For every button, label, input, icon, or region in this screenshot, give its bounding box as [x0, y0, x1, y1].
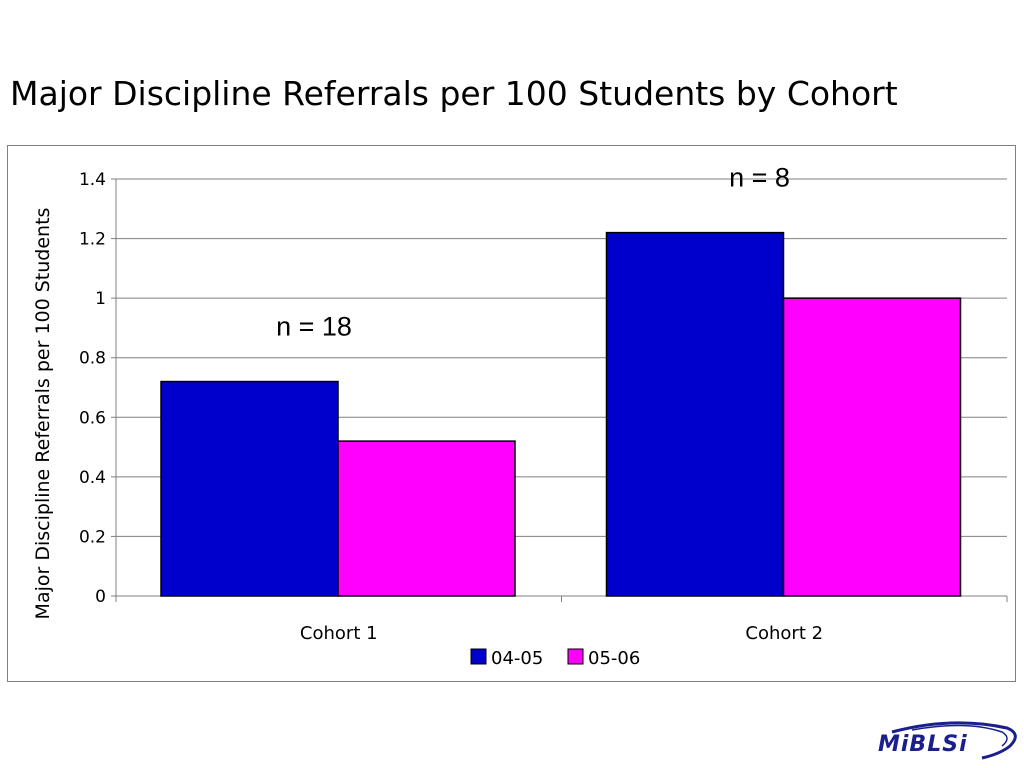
y-tick-label: 0.2 — [79, 527, 106, 547]
x-tick-label: Cohort 2 — [745, 623, 823, 644]
n-annotation: n = 18 — [276, 312, 352, 342]
bar-05-06-cohort-1 — [337, 440, 516, 597]
y-axis-label: Major Discipline Referrals per 100 Stude… — [32, 208, 54, 620]
y-tick-label: 0.8 — [79, 349, 106, 369]
x-tick-label: Cohort 1 — [300, 623, 378, 644]
bar-05-06-cohort-2 — [782, 297, 962, 597]
y-tick-label: 1 — [95, 289, 106, 309]
y-tick-label: 0 — [95, 587, 106, 607]
y-tick-label: 1.4 — [79, 170, 106, 190]
slide-title: Major Discipline Referrals per 100 Stude… — [10, 74, 898, 113]
legend-swatch-05-06 — [567, 648, 584, 665]
legend-label: 05-06 — [588, 648, 640, 669]
legend-label: 04-05 — [491, 648, 543, 669]
logo-swoosh-icon — [891, 721, 1017, 760]
bar-chart: 0 0.2 0.4 0.6 0.8 1 1.2 1.4 Cohort 1 Cohort 2 n = … — [32, 163, 1008, 669]
bar-04-05-cohort-1 — [160, 380, 339, 597]
y-tick-label: 0.4 — [79, 468, 106, 488]
y-tick-label: 0.6 — [79, 408, 106, 428]
n-annotation: n = 8 — [729, 163, 790, 193]
legend-swatch-04-05 — [470, 648, 487, 665]
logo-text: MiBLSi — [878, 732, 968, 757]
bar-04-05-cohort-2 — [605, 231, 785, 597]
miblsi-logo: MiBLSi — [872, 718, 1022, 764]
y-tick-label: 1.2 — [79, 230, 106, 250]
chart-frame: 0 0.2 0.4 0.6 0.8 1 1.2 1.4 Cohort 1 Cohort 2 n = … — [7, 145, 1016, 682]
